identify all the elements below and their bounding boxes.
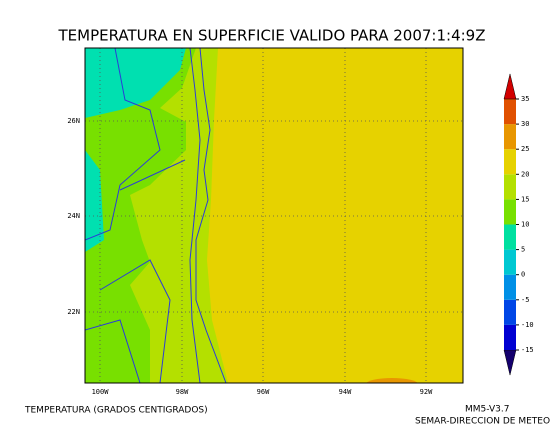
colorbar-extend-high [503,73,517,100]
colorbar-extend-low [503,349,517,376]
field-5-10 [85,150,104,252]
field-5-10 [85,48,186,118]
lat-label: 22N [67,308,80,316]
colorbar-label: 10 [521,221,529,229]
lat-label: 26N [67,117,80,125]
field-25-30 [366,378,418,383]
field-10-15 [85,48,196,383]
colorbar-label: 0 [521,271,525,279]
graticule [85,48,463,383]
colorbar-label: 5 [521,246,525,254]
colorbar-swatch [504,274,516,300]
colorbar-label: 15 [521,195,529,203]
colorbar-swatch [504,199,516,225]
lon-label: 100W [92,388,110,396]
colorbar-swatch [504,174,516,200]
colorbar-swatch [504,299,516,325]
lon-label: 92W [420,388,433,396]
footer-agency: SEMAR-DIRECCION DE METEO [415,417,550,425]
colorbar-swatch [504,249,516,275]
lon-label: 94W [339,388,352,396]
colorbar-label: 35 [521,95,529,103]
colorbar-label: -10 [521,321,534,329]
lat-label: 24N [67,212,80,220]
lon-label: 96W [257,388,270,396]
colorbar-swatch [504,99,516,125]
coastline [195,48,227,383]
colorbar-swatch [504,149,516,175]
lon-label: 98W [176,388,189,396]
footer-model: MM5-V3.7 [465,405,509,415]
colorbar-label: 25 [521,145,529,153]
colorbar-swatch [504,124,516,150]
coastline [189,48,201,383]
colorbar-label: 20 [521,170,529,178]
footer-variable: TEMPERATURA (GRADOS CENTIGRADOS) [24,406,208,416]
title: TEMPERATURA EN SUPERFICIE VALIDO PARA 20… [57,27,485,45]
state-border [85,48,186,383]
colorbar-label: -15 [521,346,534,354]
colorbar-swatch [504,224,516,250]
map-frame [84,47,464,384]
colorbar: -15 -10 -5 0 5 10 15 20 25 30 35 [503,73,534,376]
colorbar-label: -5 [521,296,529,304]
colorbar-swatch [504,324,516,350]
map [85,48,463,383]
colorbar-label: 30 [521,120,529,128]
